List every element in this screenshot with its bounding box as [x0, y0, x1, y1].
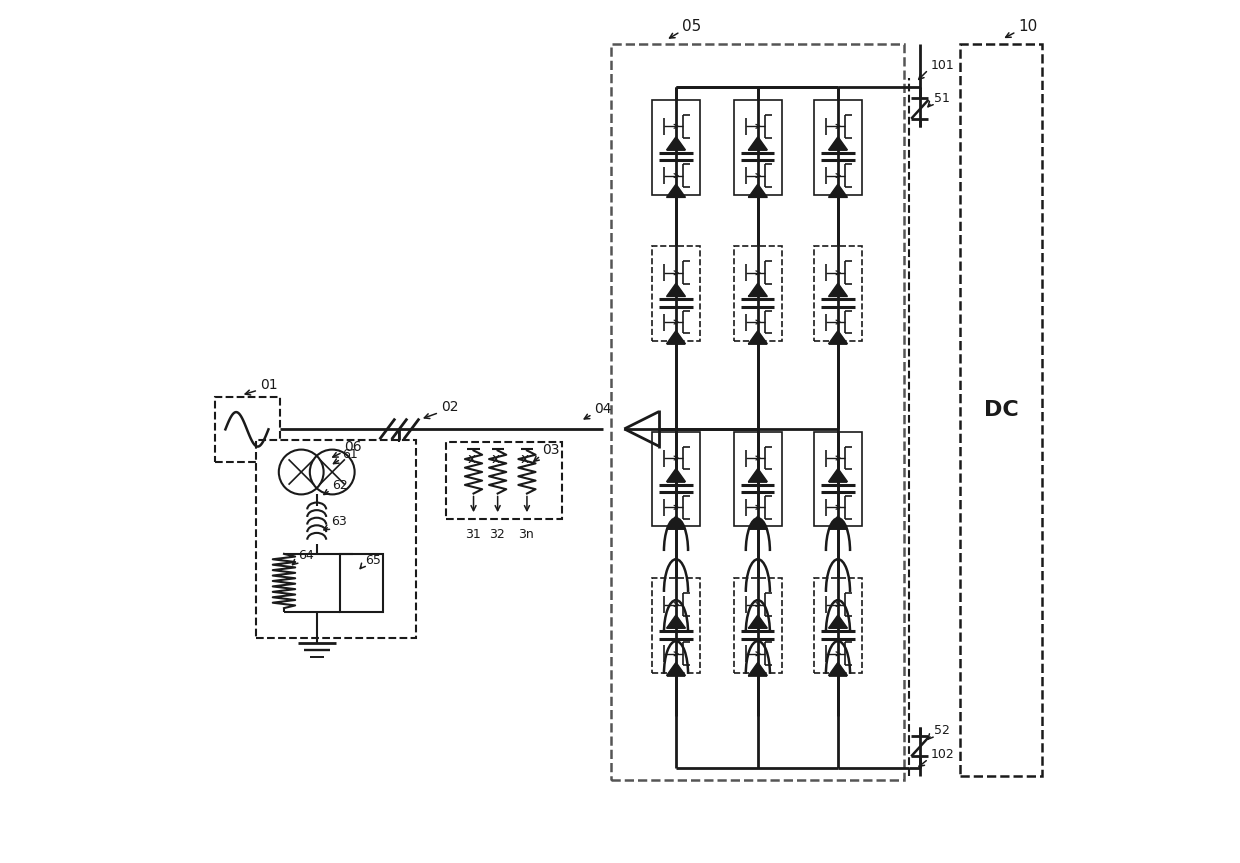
Text: 03: 03 [542, 444, 560, 457]
Polygon shape [667, 469, 686, 482]
Polygon shape [667, 283, 686, 297]
Polygon shape [749, 184, 768, 198]
Polygon shape [667, 662, 686, 676]
Bar [734, 246, 781, 341]
Bar [215, 397, 280, 462]
Polygon shape [828, 136, 847, 150]
Text: 65: 65 [365, 554, 381, 567]
Text: 61: 61 [342, 448, 358, 461]
Polygon shape [749, 516, 768, 529]
Text: 63: 63 [331, 515, 347, 528]
Text: 51: 51 [934, 92, 950, 105]
Text: 32: 32 [489, 528, 505, 541]
Bar [815, 432, 862, 526]
Polygon shape [828, 283, 847, 297]
Polygon shape [749, 283, 768, 297]
Text: 02: 02 [440, 400, 459, 414]
Text: 06: 06 [345, 440, 362, 454]
Bar [734, 578, 781, 673]
Bar [652, 432, 699, 526]
Text: 31: 31 [465, 528, 481, 541]
Bar [734, 100, 781, 194]
Bar [652, 578, 699, 673]
Polygon shape [749, 662, 768, 676]
Bar [611, 44, 904, 780]
Text: 52: 52 [934, 724, 950, 737]
Polygon shape [828, 469, 847, 482]
Bar [652, 246, 699, 341]
Polygon shape [749, 615, 768, 628]
Bar [340, 554, 383, 613]
Polygon shape [749, 469, 768, 482]
Polygon shape [749, 331, 768, 343]
Polygon shape [828, 331, 847, 343]
Polygon shape [667, 184, 686, 198]
Bar [652, 100, 699, 194]
Text: 04: 04 [594, 402, 611, 416]
Polygon shape [828, 516, 847, 529]
Polygon shape [667, 516, 686, 529]
Polygon shape [749, 136, 768, 150]
Polygon shape [667, 136, 686, 150]
Polygon shape [667, 331, 686, 343]
Bar [257, 440, 415, 639]
Polygon shape [828, 662, 847, 676]
Text: x: x [467, 452, 476, 466]
Text: 05: 05 [682, 19, 702, 35]
Text: DC: DC [983, 400, 1018, 420]
Bar [446, 442, 562, 520]
Text: 01: 01 [260, 378, 278, 392]
Bar [960, 44, 1042, 776]
Text: 102: 102 [930, 748, 954, 761]
Bar [815, 100, 862, 194]
Polygon shape [828, 615, 847, 628]
Text: 3n: 3n [518, 528, 534, 541]
Text: 64: 64 [299, 550, 315, 563]
Bar [815, 246, 862, 341]
Polygon shape [667, 615, 686, 628]
Text: 10: 10 [1018, 19, 1038, 35]
Text: x: x [491, 452, 500, 466]
Text: 101: 101 [930, 60, 954, 72]
Bar [734, 432, 781, 526]
Text: x: x [521, 452, 529, 466]
Polygon shape [828, 184, 847, 198]
Text: 62: 62 [332, 479, 348, 492]
Bar [815, 578, 862, 673]
